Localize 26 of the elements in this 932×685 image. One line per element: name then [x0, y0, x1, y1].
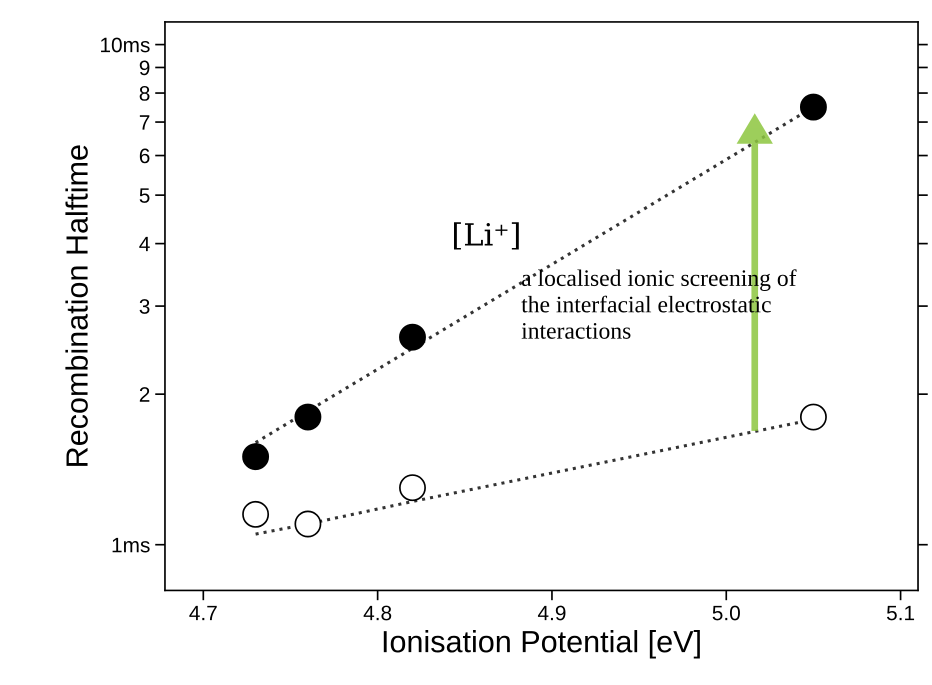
point: [294, 404, 322, 430]
y-tick-label: 4: [139, 236, 150, 252]
point: [399, 474, 426, 502]
x-tick-label: 4.9: [538, 606, 566, 620]
point: [242, 443, 270, 470]
point: [294, 510, 322, 538]
point: [800, 94, 827, 121]
y-tick-label: 10ms: [101, 38, 150, 52]
y-axis-title: Recombination Halftime: [65, 145, 88, 466]
point: [399, 324, 426, 351]
point: [800, 404, 827, 430]
point: [242, 500, 270, 528]
y-tick-label: 6: [140, 148, 150, 164]
y-tick-label: 2: [140, 387, 150, 402]
text: [Li⁺]: [454, 222, 519, 250]
x-axis-title: Ionisation Potential [eV]: [384, 630, 700, 659]
y-tick-label: 8: [140, 86, 150, 101]
y-tick-label: 7: [140, 115, 150, 130]
y-tick-label: 5: [140, 188, 150, 203]
x-tick-label: 4.8: [364, 606, 392, 620]
x-tick-label: 5.0: [712, 606, 740, 620]
y-tick-label: 3: [140, 299, 150, 314]
x-tick-label: 4.7: [189, 606, 217, 620]
x-tick-label: 5.1: [886, 606, 914, 620]
y-tick-label: 9: [140, 60, 150, 76]
y-tick-label: 1ms: [112, 538, 150, 552]
